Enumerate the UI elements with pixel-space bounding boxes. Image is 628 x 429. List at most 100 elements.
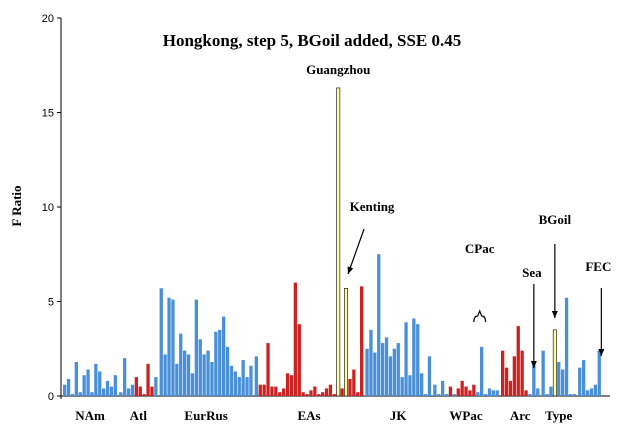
bar-eurrus-2 <box>167 297 171 396</box>
group-label-eurrus: EurRus <box>184 408 227 423</box>
bar-eas-23 <box>344 287 348 397</box>
bar-nam-5 <box>82 375 86 396</box>
bar-atl-7 <box>146 363 150 396</box>
bar-arc-1 <box>504 367 509 396</box>
bar-eurrus-3 <box>171 299 175 396</box>
bar-wpac-1 <box>437 394 441 396</box>
bar-eas-13 <box>305 394 309 396</box>
bar-nam-2 <box>70 394 75 396</box>
bar-atl-8 <box>150 386 154 396</box>
bar-eurrus-10 <box>198 339 202 396</box>
bar-eas-26 <box>356 392 360 396</box>
bar-wpac-13 <box>483 394 488 396</box>
bar-nam-8 <box>94 363 98 396</box>
bar-wpac-8 <box>464 386 468 396</box>
annotation-fec: FEC <box>585 259 611 274</box>
bar-wpac-3 <box>444 394 449 396</box>
bar-nam-3 <box>74 361 78 396</box>
bar-arc-3 <box>512 356 516 396</box>
annotation-kenting: Kenting <box>350 199 395 214</box>
bar-eas-0 <box>254 356 258 396</box>
group-label-atl: Atl <box>130 408 148 423</box>
group-label-wpac: WPac <box>449 408 482 423</box>
bar-jk-0 <box>365 348 369 396</box>
bar-eas-11 <box>297 324 301 396</box>
annotations: Guangzhou Kenting CPac Sea BGoil FEC <box>306 62 611 368</box>
bar-type-6 <box>564 297 569 396</box>
bar-eurrus-19 <box>233 371 237 396</box>
bar-eurrus-5 <box>179 333 183 396</box>
group-label-type: Type <box>545 408 572 423</box>
bar-eas-20 <box>332 394 336 396</box>
bar-eurrus-15 <box>218 329 222 396</box>
bar-eurrus-11 <box>202 354 206 396</box>
bar-jk-6 <box>388 356 393 396</box>
bar-eas-22 <box>340 388 344 396</box>
bar-eurrus-16 <box>222 316 226 396</box>
bar-jk-16 <box>427 356 432 396</box>
bar-fec-0 <box>578 367 582 396</box>
bar-eas-19 <box>328 384 333 396</box>
y-tick-label: 5 <box>48 297 54 309</box>
bar-jk-15 <box>423 394 428 396</box>
bar-eas-17 <box>321 392 325 396</box>
bar-nam-1 <box>66 378 71 396</box>
bar-eas-9 <box>289 375 294 396</box>
bar-eurrus-6 <box>183 350 187 396</box>
bar-eas-25 <box>352 369 356 396</box>
bar-nam-6 <box>86 369 90 396</box>
annotation-cpac: CPac <box>465 241 495 256</box>
bar-wpac-9 <box>468 390 472 396</box>
bar-nam-7 <box>90 392 94 396</box>
annotation-sea-arrow-head <box>530 361 537 368</box>
bar-type-2 <box>549 386 553 396</box>
bar-fec-2 <box>585 390 590 396</box>
bar-wpac-5 <box>452 394 456 396</box>
group-label-arc: Arc <box>510 408 531 423</box>
bar-wpac-7 <box>460 380 464 396</box>
bar-arc-8 <box>532 361 536 396</box>
bar-jk-10 <box>404 322 408 396</box>
bar-atl-1 <box>123 358 127 396</box>
bar-wpac-15 <box>491 390 495 396</box>
bar-nam-9 <box>98 371 102 396</box>
bar-type-3 <box>552 329 557 397</box>
bar-type-5 <box>561 369 565 396</box>
bar-jk-11 <box>408 375 412 396</box>
bar-fec-3 <box>589 388 594 396</box>
group-label-eas: EAs <box>297 408 320 423</box>
bar-eurrus-7 <box>186 354 191 396</box>
bar-arc-6 <box>524 390 528 396</box>
bar-eurrus-18 <box>229 365 234 396</box>
bar-type-0 <box>541 350 545 396</box>
bar-eurrus-17 <box>225 346 230 396</box>
bar-arc-5 <box>520 350 524 396</box>
bar-eurrus-20 <box>237 377 241 396</box>
annotation-kenting-arrow-head <box>347 266 354 274</box>
bar-wpac-4 <box>448 386 453 396</box>
bar-arc-9 <box>536 388 540 396</box>
annotation-guangzhou: Guangzhou <box>306 62 370 77</box>
bar-eas-2 <box>262 384 266 396</box>
bar-nam-10 <box>102 388 106 396</box>
annotation-bgoil: BGoil <box>539 212 572 227</box>
bar-atl-0 <box>119 392 123 396</box>
bar-eas-10 <box>293 282 297 396</box>
bar-eurrus-12 <box>206 350 210 396</box>
bars: NAm Atl EurRus EAs JK WPac Arc Type <box>63 87 601 423</box>
bar-wpac-6 <box>456 388 460 396</box>
bar-jk-2 <box>373 352 377 396</box>
bar-type-8 <box>572 394 576 396</box>
bar-jk-1 <box>369 329 373 396</box>
bar-wpac-14 <box>487 388 492 396</box>
bar-eas-15 <box>313 386 317 396</box>
bar-nam-12 <box>109 386 114 396</box>
bar-arc-4 <box>516 326 520 396</box>
bar-eurrus-23 <box>249 365 253 396</box>
bar-eas-18 <box>324 388 329 396</box>
annotation-cpac-bracket <box>473 309 487 323</box>
bar-eurrus-8 <box>190 373 195 396</box>
bar-fec-5 <box>597 350 601 396</box>
bar-jk-5 <box>384 337 389 396</box>
bar-eurrus-1 <box>163 354 167 396</box>
